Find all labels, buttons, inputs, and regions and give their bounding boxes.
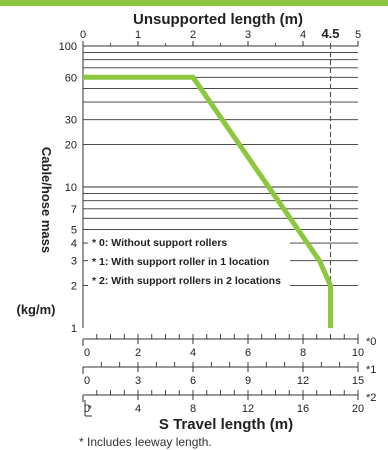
y-tick-label: 5 [71, 224, 77, 236]
top-tick-label: 1 [135, 29, 141, 41]
bottom-tick-label: 0 [84, 375, 90, 387]
bottom-tick-label: 3 [135, 375, 141, 387]
bottom-tick-label: 0 [84, 347, 90, 359]
y-tick-label: 4 [71, 238, 77, 250]
chart-title: Unsupported length (m) [133, 11, 303, 28]
bottom-tick-label: 16 [297, 403, 309, 415]
y-tick-label: 1 [71, 323, 77, 335]
legend-entry: * 0: Without support rollers [92, 237, 227, 249]
legend-entry: * 2: With support rollers in 2 locations [92, 275, 281, 287]
bottom-tick-label: 4 [190, 347, 196, 359]
legend-entry: * 1: With support roller in 1 location [92, 256, 269, 268]
bottom-tick-label: 12 [242, 403, 254, 415]
y-axis-label: Cable/hose mass [39, 147, 54, 253]
bottom-tick-label: 2 [135, 347, 141, 359]
bottom-tick-label: 10 [352, 347, 364, 359]
y-tick-label: 30 [65, 115, 77, 127]
top-tick-label: 5 [355, 29, 361, 41]
bottom-tick-label: 8 [300, 347, 306, 359]
top-accent-band [0, 0, 388, 6]
top-tick-label: 3 [245, 29, 251, 41]
leeway-mark: * [88, 404, 92, 415]
y-tick-label: 7 [71, 204, 77, 216]
bottom-tick-label: 8 [190, 403, 196, 415]
bottom-tick-label: 6 [190, 375, 196, 387]
y-axis-unit: (kg/m) [17, 302, 56, 317]
bottom-tick-label: 20 [352, 403, 364, 415]
y-tick-label: 2 [71, 281, 77, 293]
bottom-tick-label: 9 [245, 375, 251, 387]
limit-label: 4.5 [321, 26, 339, 41]
legend-background [88, 232, 290, 292]
bottom-axis-marker: *0 [366, 336, 376, 348]
bottom-axis-marker: *2 [366, 392, 376, 404]
bottom-tick-label: 12 [297, 375, 309, 387]
bottom-tick-label: 4 [135, 403, 141, 415]
bottom-tick-label: 0 [84, 403, 90, 415]
top-tick-label: 0 [80, 29, 86, 41]
footnote: * Includes leeway length. [79, 435, 212, 449]
y-tick-label: 20 [65, 140, 77, 152]
y-tick-label: 10 [65, 182, 77, 194]
bottom-tick-label: 15 [352, 375, 364, 387]
series-line [83, 74, 333, 328]
y-tick-label: 100 [59, 41, 77, 53]
top-tick-label: 2 [190, 29, 196, 41]
x-axis-label: S Travel length (m) [159, 416, 293, 433]
y-tick-label: 3 [71, 256, 77, 268]
y-tick-label: 60 [65, 72, 77, 84]
top-tick-label: 4 [300, 29, 306, 41]
bottom-axis-marker: *1 [366, 364, 376, 376]
bottom-tick-label: 6 [245, 347, 251, 359]
